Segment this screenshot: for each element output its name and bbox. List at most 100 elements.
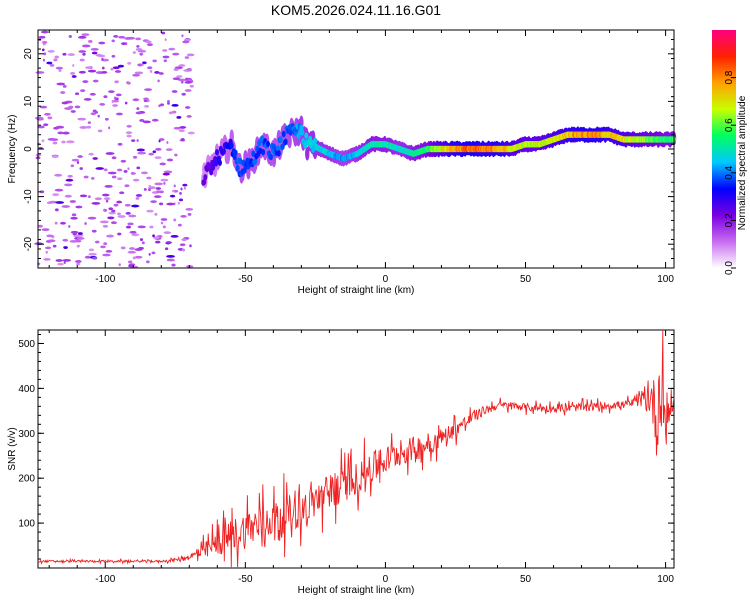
x-tick-label: 0 bbox=[383, 574, 389, 585]
spectrogram-noise-mark bbox=[108, 207, 114, 211]
spectrogram-noise-mark bbox=[71, 213, 77, 217]
spectrogram-noise-mark bbox=[179, 191, 182, 195]
spectrogram-noise-mark bbox=[180, 187, 183, 191]
spectrogram-noise-mark bbox=[115, 93, 122, 97]
spectrogram-noise-mark bbox=[49, 63, 55, 67]
spectrogram-noise-mark bbox=[70, 71, 76, 75]
spectrogram-noise-mark bbox=[117, 215, 126, 218]
spectrogram-noise-mark bbox=[84, 255, 91, 259]
spectrogram-noise-mark bbox=[132, 256, 137, 260]
spectrogram-noise-mark bbox=[103, 168, 108, 172]
spectrogram-noise-mark bbox=[125, 42, 128, 46]
spectrogram-noise-mark bbox=[88, 252, 97, 256]
spectrogram-noise-mark bbox=[105, 249, 113, 253]
spectrogram-noise-mark bbox=[179, 243, 186, 247]
spectrogram-noise-mark bbox=[112, 104, 118, 107]
spectrogram-noise-mark bbox=[37, 125, 45, 129]
spectrogram-noise-mark bbox=[70, 230, 79, 234]
spectrogram-noise-mark bbox=[181, 80, 184, 84]
spectrogram-noise-mark bbox=[91, 202, 101, 205]
spectrogram-noise-mark bbox=[68, 225, 71, 228]
spectrogram-noise-mark bbox=[52, 155, 59, 159]
spectrogram-noise-mark bbox=[141, 241, 145, 245]
spectrogram-noise-mark bbox=[48, 200, 58, 204]
spectrogram-x-axis-label: Height of straight line (km) bbox=[298, 285, 415, 296]
spectrogram-noise-mark bbox=[162, 55, 170, 59]
spectrogram-noise-mark bbox=[162, 225, 166, 229]
spectrogram-noise-mark bbox=[174, 153, 178, 157]
spectrogram-noise-mark bbox=[158, 104, 161, 108]
spectrogram-noise-mark bbox=[163, 181, 166, 185]
spectrogram-noise-mark bbox=[87, 69, 97, 73]
spectrogram-noise-mark bbox=[169, 194, 176, 198]
spectrogram-noise-mark bbox=[61, 140, 66, 144]
spectrogram-noise-mark bbox=[166, 254, 175, 258]
spectrogram-noise-mark bbox=[77, 155, 84, 158]
spectrogram-noise-mark bbox=[117, 232, 122, 236]
spectrogram-noise-mark bbox=[77, 117, 87, 121]
spectrogram-noise-mark bbox=[185, 77, 189, 81]
spectrogram-noise-mark bbox=[50, 138, 59, 141]
spectrogram-noise-mark bbox=[156, 190, 161, 194]
spectrogram-noise-mark bbox=[152, 59, 157, 63]
spectrogram-noise-mark bbox=[64, 194, 72, 198]
spectrogram-trace-core bbox=[268, 153, 273, 161]
spectrogram-noise-mark bbox=[178, 198, 184, 202]
spectrogram-noise-mark bbox=[60, 91, 66, 94]
spectrogram-noise-mark bbox=[146, 43, 153, 47]
spectrogram-noise-mark bbox=[47, 116, 53, 120]
spectrogram-trace-core bbox=[288, 129, 293, 136]
spectrogram-noise-mark bbox=[154, 240, 161, 244]
spectrogram-x-ticks: -100 -50 0 50 100 bbox=[48, 30, 674, 285]
spectrogram-noise-mark bbox=[108, 211, 116, 215]
spectrogram-noise-mark bbox=[69, 200, 77, 203]
spectrogram-noise-mark bbox=[67, 174, 73, 178]
spectrogram-noise-mark bbox=[94, 110, 99, 114]
spectrogram-noise-mark bbox=[127, 250, 137, 254]
spectrogram-noise-mark bbox=[163, 170, 173, 174]
spectrogram-noise-mark bbox=[136, 148, 145, 152]
spectrogram-trace-core bbox=[253, 158, 258, 165]
spectrogram-noise-mark bbox=[42, 58, 46, 62]
spectrogram-noise-mark bbox=[149, 70, 153, 73]
spectrogram-noise-mark bbox=[75, 260, 82, 263]
spectrogram-trace-core bbox=[233, 149, 238, 156]
spectrogram-noise-mark bbox=[117, 64, 125, 68]
spectrogram-noise-mark bbox=[77, 232, 83, 235]
spectrogram-noise-mark bbox=[56, 82, 66, 86]
spectrogram-noise-mark bbox=[170, 234, 179, 238]
spectrogram-noise-mark bbox=[105, 152, 115, 155]
x-tick-label: 50 bbox=[520, 274, 532, 285]
snr-x-axis-label: Height of straight line (km) bbox=[298, 585, 415, 596]
spectrogram-noise-mark bbox=[159, 162, 166, 166]
spectrogram-noise-mark bbox=[76, 161, 80, 164]
spectrogram-noise-mark bbox=[130, 204, 140, 208]
spectrogram-noise-mark bbox=[101, 193, 110, 197]
snr-y-ticks: 100 200 300 400 500 bbox=[18, 333, 674, 560]
snr-y-axis-label: SNR (v/v) bbox=[7, 427, 18, 470]
spectrogram-noise-mark bbox=[101, 66, 105, 70]
x-tick-label: 100 bbox=[657, 574, 674, 585]
spectrogram-trace-core bbox=[209, 169, 214, 176]
spectrogram-noise-mark bbox=[52, 244, 57, 248]
spectrogram-noise-mark bbox=[112, 66, 120, 70]
spectrogram-noise-mark bbox=[72, 232, 77, 236]
spectrogram-noise-mark bbox=[177, 78, 187, 82]
spectrogram-noise-mark bbox=[181, 34, 184, 38]
y-tick-label: 400 bbox=[18, 384, 35, 395]
spectrogram-noise-mark bbox=[185, 106, 191, 109]
spectrogram-noise-mark bbox=[117, 168, 123, 172]
spectrogram-noise-mark bbox=[182, 40, 190, 44]
spectrogram-noise-mark bbox=[186, 53, 195, 57]
spectrogram-noise-mark bbox=[103, 242, 108, 246]
spectrogram-noise-mark bbox=[137, 225, 146, 229]
spectrogram-noise-mark bbox=[184, 89, 192, 92]
colorbar-label: Normalized spectral amplitude bbox=[737, 95, 748, 230]
spectrogram-noise-mark bbox=[111, 209, 116, 213]
spectrogram-noise-mark bbox=[126, 134, 132, 138]
spectrogram-noise-mark bbox=[152, 150, 157, 154]
spectrogram-noise-mark bbox=[101, 57, 104, 61]
spectrogram-trace-halo bbox=[305, 146, 310, 161]
spectrogram-noise-mark bbox=[92, 157, 98, 160]
